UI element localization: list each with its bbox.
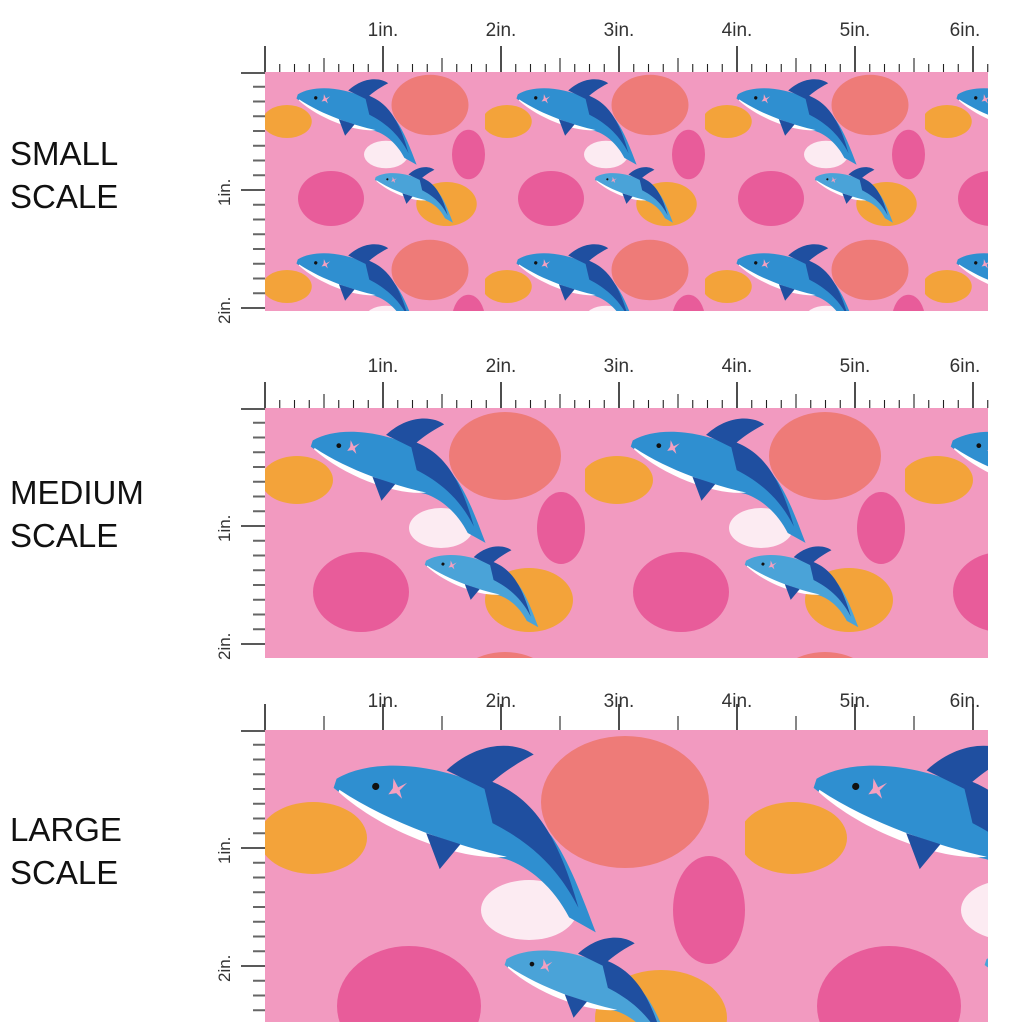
vertical-ruler: [241, 730, 265, 1012]
vertical-ruler: [241, 72, 265, 309]
ruler-label-2in: 2in.: [485, 20, 517, 41]
vertical-ruler-label-1in: 1in.: [215, 178, 234, 206]
label-line2: SCALE: [10, 178, 119, 215]
medium-scale-label: MEDIUM SCALE: [10, 471, 144, 557]
vertical-ruler: [241, 408, 265, 645]
label-line2: SCALE: [10, 854, 119, 891]
ruler-label-6in: 6in.: [949, 20, 981, 41]
label-line1: SMALL: [10, 135, 119, 172]
large-scale-label: LARGE SCALE: [10, 808, 122, 894]
label-line1: LARGE: [10, 811, 122, 848]
ruler-label-1in: 1in.: [367, 356, 399, 377]
fabric-pattern-preview: [265, 408, 988, 658]
label-line2: SCALE: [10, 517, 119, 554]
ruler-label-6in: 6in.: [949, 691, 981, 712]
ruler-label-5in: 5in.: [839, 20, 871, 41]
ruler-label-4in: 4in.: [721, 20, 753, 41]
ruler-label-2in: 2in.: [485, 356, 517, 377]
ruler-label-1in: 1in.: [367, 20, 399, 41]
vertical-ruler-label-2in: 2in.: [215, 954, 234, 982]
small-scale-label: SMALL SCALE: [10, 132, 118, 218]
fabric-pattern-preview: [265, 72, 988, 311]
ruler-label-6in: 6in.: [949, 356, 981, 377]
horizontal-ruler: [264, 704, 974, 730]
ruler-label-2in: 2in.: [485, 691, 517, 712]
ruler-label-4in: 4in.: [721, 356, 753, 377]
horizontal-ruler: [264, 46, 989, 72]
ruler-label-4in: 4in.: [721, 691, 753, 712]
ruler-label-1in: 1in.: [367, 691, 399, 712]
vertical-ruler-label-2in: 2in.: [215, 296, 234, 324]
horizontal-ruler: [264, 382, 989, 408]
ruler-label-5in: 5in.: [839, 691, 871, 712]
ruler-label-3in: 3in.: [603, 691, 635, 712]
vertical-ruler-label-2in: 2in.: [215, 632, 234, 660]
vertical-ruler-label-1in: 1in.: [215, 514, 234, 542]
label-line1: MEDIUM: [10, 474, 144, 511]
fabric-pattern-preview: [265, 730, 988, 1022]
ruler-label-5in: 5in.: [839, 356, 871, 377]
ruler-label-3in: 3in.: [603, 20, 635, 41]
vertical-ruler-label-1in: 1in.: [215, 836, 234, 864]
ruler-label-3in: 3in.: [603, 356, 635, 377]
